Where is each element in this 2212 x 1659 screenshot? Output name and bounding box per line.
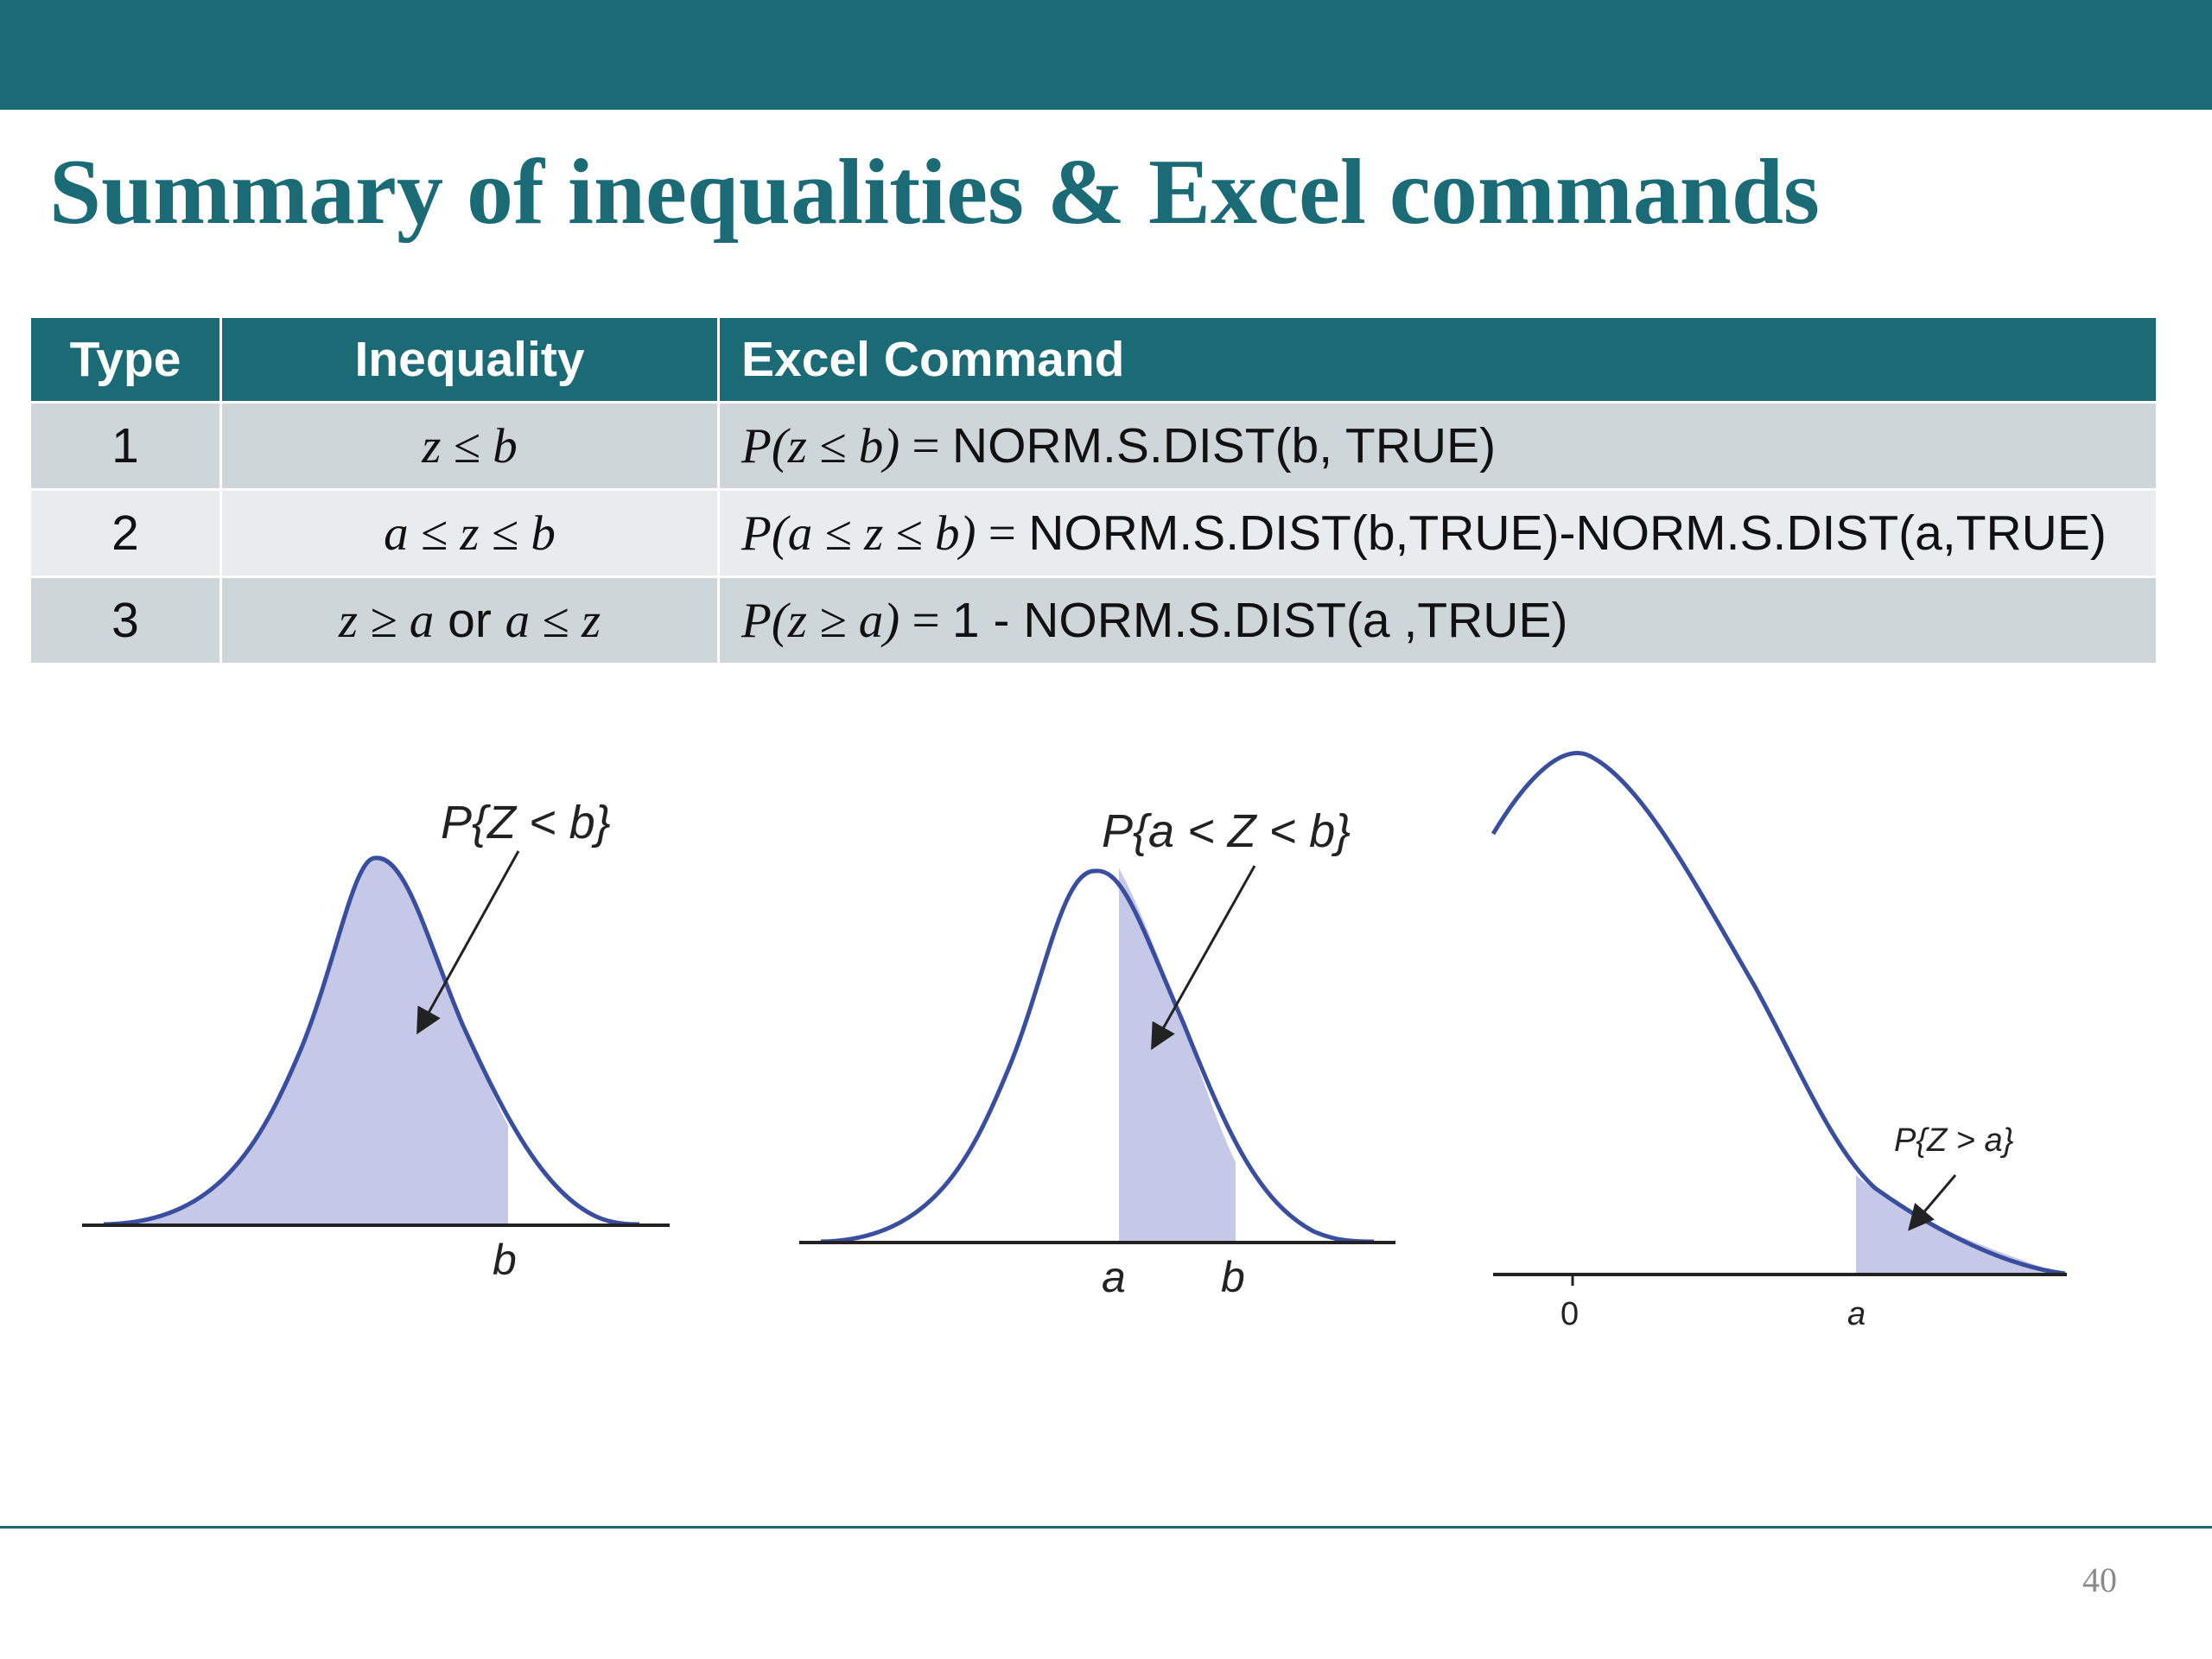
equals-sign: = (976, 506, 1029, 561)
probability-expr: P(a ≤ z ≤ b) (741, 506, 976, 561)
header-inequality: Inequality (219, 315, 720, 404)
header-type: Type (29, 315, 222, 404)
row-excel-command: P(z ≥ a) = 1 - NORM.S.DIST(a ,TRUE) (717, 575, 2158, 665)
summary-table: Type Inequality Excel Command 1 z ≤ b P(… (29, 315, 2158, 665)
excel-formula: NORM.S.DIST(b, TRUE) (951, 418, 1497, 474)
excel-formula: 1 - NORM.S.DIST(a ,TRUE) (951, 593, 1568, 648)
pointer-arrow-right (1908, 1174, 1957, 1231)
page-number: 40 (2082, 1560, 2117, 1599)
slide-title: Summary of inequalities & Excel commands (49, 141, 1820, 244)
table-row: 2 a ≤ z ≤ b P(a ≤ z ≤ b) = NORM.S.DIST(b… (29, 488, 2158, 578)
equals-sign: = (899, 419, 952, 474)
table-row: 1 z ≤ b P(z ≤ b) = NORM.S.DIST(b, TRUE) (29, 401, 2158, 491)
axis-label-a-middle: a (1102, 1253, 1126, 1301)
equals-sign: = (899, 594, 952, 648)
table-header-row: Type Inequality Excel Command (29, 315, 2158, 404)
normal-curve-left (103, 855, 640, 1227)
inequality-text: z ≤ b (422, 419, 518, 474)
axis-label-b-left: b (493, 1236, 517, 1284)
label-left: P{Z < b} (441, 797, 611, 849)
pointer-arrow-left (416, 850, 520, 1035)
probability-expr: P(z ≥ a) (741, 594, 900, 648)
axis-label-a-right: a (1847, 1296, 1866, 1332)
inequality-part2: a ≤ z (505, 594, 601, 648)
inequality-or: or (434, 593, 505, 648)
label-right: P{Z > a} (1894, 1122, 2014, 1159)
figure-left-cdf: P{Z < b} b (82, 797, 670, 1284)
shaded-area-right (1856, 1175, 2061, 1274)
inequality-part1: z ≥ a (338, 594, 435, 648)
inequality-text: a ≤ z ≤ b (384, 506, 556, 561)
row-inequality: z ≥ a or a ≤ z (219, 575, 720, 665)
figure-middle-interval: P{a < Z < b} a b (799, 805, 1395, 1301)
header-excel-command: Excel Command (717, 315, 2158, 404)
table-row: 3 z ≥ a or a ≤ z P(z ≥ a) = 1 - NORM.S.D… (29, 575, 2158, 665)
row-type: 1 (29, 401, 222, 491)
normal-curve-figures: P{Z < b} b P{a < Z < b} a b P{Z > a} 0 a (82, 751, 2067, 1332)
row-type: 2 (29, 488, 222, 578)
shaded-area-middle (1119, 868, 1236, 1242)
normal-curve-right (1491, 751, 2066, 1276)
label-middle: P{a < Z < b} (1102, 805, 1351, 857)
row-inequality: a ≤ z ≤ b (219, 488, 720, 578)
figure-right-tail: P{Z > a} 0 a (1491, 751, 2067, 1332)
probability-expr: P(z ≤ b) (741, 419, 900, 474)
excel-formula: NORM.S.DIST(b,TRUE)-NORM.S.DIST(a,TRUE) (1028, 505, 2107, 561)
row-excel-command: P(z ≤ b) = NORM.S.DIST(b, TRUE) (717, 401, 2158, 491)
row-type: 3 (29, 575, 222, 665)
row-inequality: z ≤ b (219, 401, 720, 491)
axis-label-zero-right: 0 (1560, 1296, 1579, 1332)
axis-label-b-middle: b (1221, 1253, 1245, 1301)
normal-curve-middle (820, 868, 1375, 1244)
top-banner (0, 0, 2212, 110)
row-excel-command: P(a ≤ z ≤ b) = NORM.S.DIST(b,TRUE)-NORM.… (717, 488, 2158, 578)
footer-divider (0, 1526, 2212, 1529)
pointer-arrow-middle (1151, 865, 1256, 1051)
